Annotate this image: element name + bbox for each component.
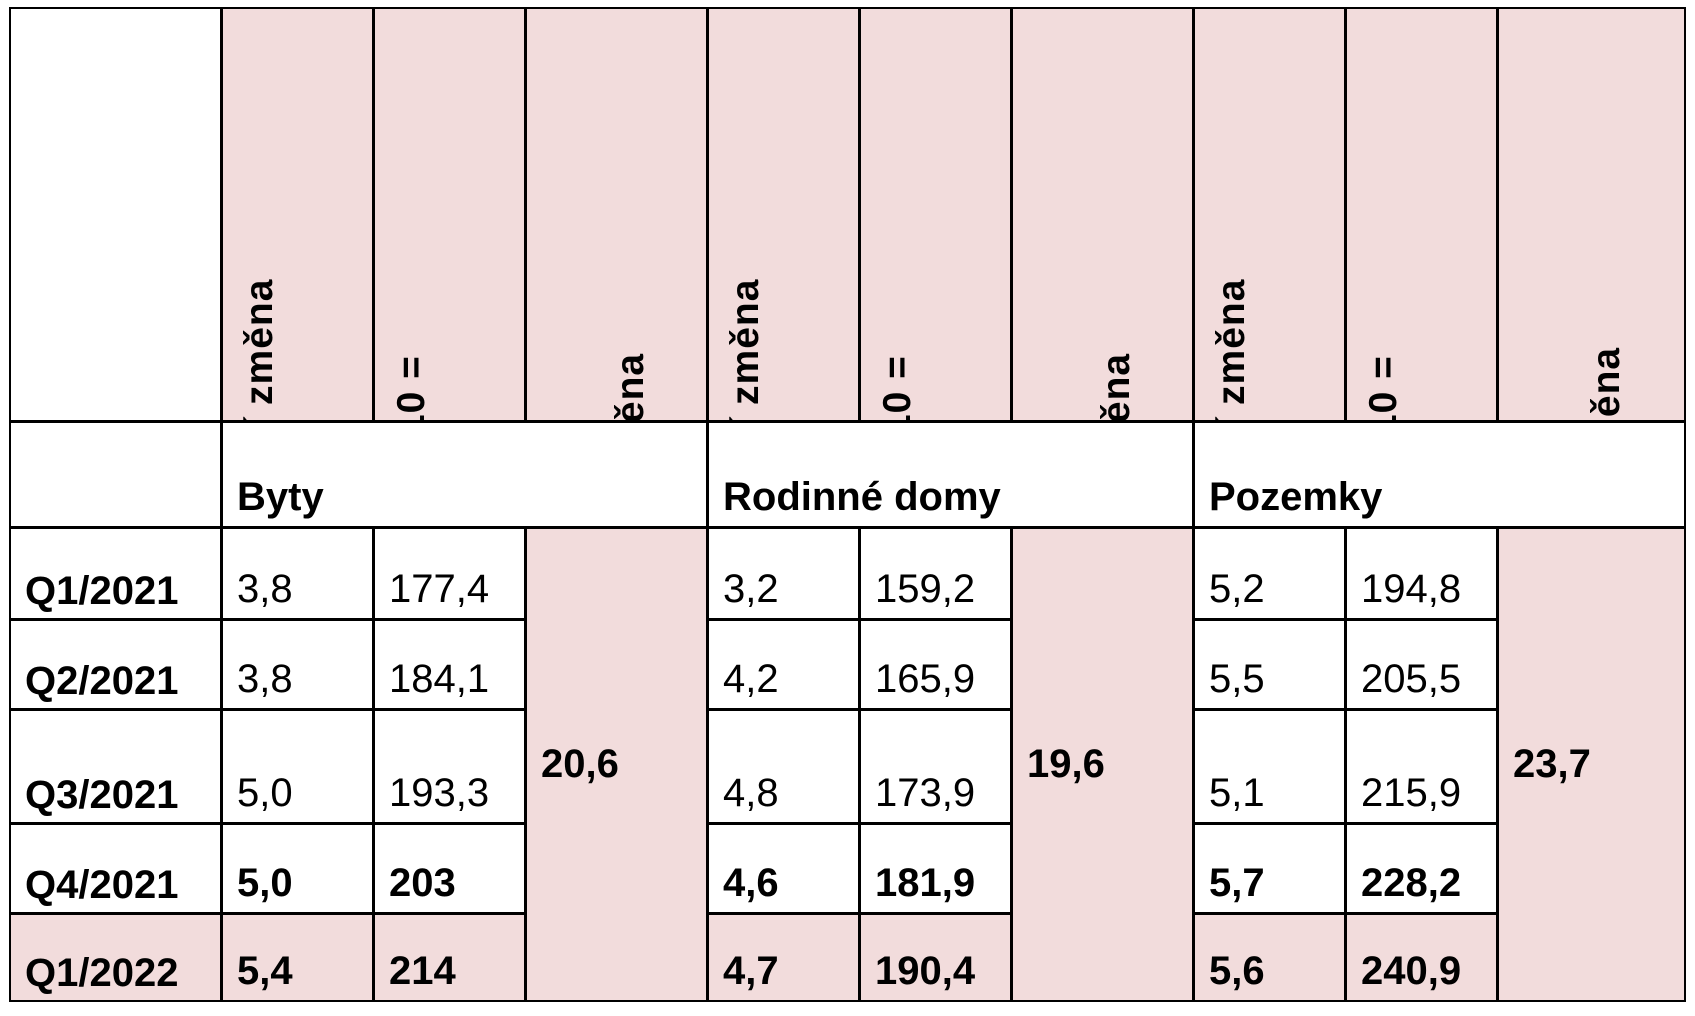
value-cell: 193,3 [373,709,526,824]
value-cell: 214 [373,913,526,1002]
value-cell: 3,8 [221,527,374,620]
value-cell: 228,2 [1345,823,1498,914]
row-label: Q1/2021 [9,527,222,620]
section-header: Rodinné domy [707,421,1194,528]
corner-cell [9,7,222,422]
value-cell: 203 [373,823,526,914]
value-cell: 215,9 [1345,709,1498,824]
column-header-yoy: Meziroční změna [525,7,708,422]
column-header-text: Meziroční změna [1013,272,1161,420]
row-label: Q3/2021 [9,709,222,824]
value-cell: 5,0 [221,709,374,824]
value-cell: 181,9 [859,823,1012,914]
column-header-text: Index (Q1 2010 = 100) [375,272,523,420]
value-cell: 5,2 [1193,527,1346,620]
value-cell: 4,6 [707,823,860,914]
column-header-yoy: Meziroční změna [1011,7,1194,422]
column-header-yoy: Meziroční změna [1497,7,1686,422]
column-header-text: Index (Q1 2010 = 100) [861,272,1009,420]
yoy-value-cell: 19,6 [1011,527,1194,1002]
value-cell: 190,4 [859,913,1012,1002]
column-header-text: Mezičtvrtletní změna (%) [1195,272,1343,420]
row-label: Q1/2022 [9,913,222,1002]
row-label: Q4/2021 [9,823,222,914]
value-cell: 194,8 [1345,527,1498,620]
value-cell: 5,0 [221,823,374,914]
row-label: Q2/2021 [9,619,222,710]
value-cell: 173,9 [859,709,1012,824]
value-cell: 4,7 [707,913,860,1002]
column-header-text: Index (Q1 2010 = 100) [1347,272,1495,420]
column-header-qoq: Mezičtvrtletní změna (%) [221,7,374,422]
value-cell: 3,2 [707,527,860,620]
value-cell: 5,7 [1193,823,1346,914]
value-cell: 205,5 [1345,619,1498,710]
yoy-value-cell: 20,6 [525,527,708,1002]
column-header-text: Meziroční změna [527,272,675,420]
value-cell: 5,4 [221,913,374,1002]
value-cell: 165,9 [859,619,1012,710]
section-header: Pozemky [1193,421,1686,528]
value-cell: 177,4 [373,527,526,620]
price-index-table: Mezičtvrtletní změna (%)Index (Q1 2010 =… [9,7,1686,1002]
value-cell: 5,5 [1193,619,1346,710]
column-header-qoq: Mezičtvrtletní změna (%) [1193,7,1346,422]
corner-cell-2 [9,421,222,528]
section-header: Byty [221,421,708,528]
column-header-index: Index (Q1 2010 = 100) [859,7,1012,422]
column-header-index: Index (Q1 2010 = 100) [373,7,526,422]
column-header-text: Meziroční změna [1499,266,1653,420]
yoy-value-cell: 23,7 [1497,527,1686,1002]
value-cell: 5,6 [1193,913,1346,1002]
value-cell: 4,8 [707,709,860,824]
value-cell: 240,9 [1345,913,1498,1002]
value-cell: 5,1 [1193,709,1346,824]
value-cell: 184,1 [373,619,526,710]
column-header-text: Mezičtvrtletní změna (%) [709,272,857,420]
value-cell: 3,8 [221,619,374,710]
column-header-text: Mezičtvrtletní změna (%) [223,272,371,420]
value-cell: 159,2 [859,527,1012,620]
column-header-index: Index (Q1 2010 = 100) [1345,7,1498,422]
column-header-qoq: Mezičtvrtletní změna (%) [707,7,860,422]
value-cell: 4,2 [707,619,860,710]
